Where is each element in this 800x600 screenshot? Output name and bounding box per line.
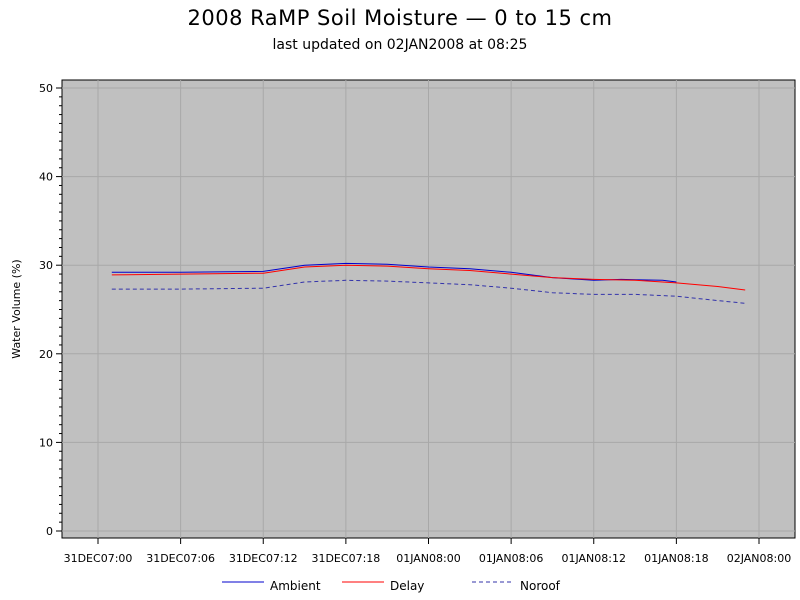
- x-tick-label: 31DEC07:12: [229, 552, 298, 565]
- legend: Ambient Delay Noroof: [222, 579, 561, 593]
- y-tick-label: 0: [46, 525, 53, 538]
- y-tick-label: 10: [39, 436, 53, 449]
- chart-subtitle: last updated on 02JAN2008 at 08:25: [272, 37, 528, 53]
- legend-label: Noroof: [520, 579, 561, 593]
- axes: 0 10 20 30 40 50 31DEC07:00 31DEC07:06 31DEC07:1…: [39, 82, 791, 565]
- y-tick-label: 50: [39, 82, 53, 95]
- chart-title: 2008 RaMP Soil Moisture — 0 to 15 cm: [187, 6, 613, 30]
- series-line-noroof: [111, 279, 746, 304]
- x-tick-label: 01JAN08:18: [644, 552, 709, 565]
- legend-label: Ambient: [270, 579, 321, 593]
- legend-label: Delay: [390, 579, 424, 593]
- x-tick-label: 31DEC07:18: [311, 552, 380, 565]
- x-tick-label: 02JAN08:00: [727, 552, 792, 565]
- y-axis-title: Water Volume (%): [10, 259, 23, 358]
- series-line-delay: [111, 264, 746, 291]
- y-tick-label: 40: [39, 171, 53, 184]
- series-layer: [111, 262, 746, 304]
- x-tick-label: 01JAN08:06: [479, 552, 544, 565]
- x-tick-label: 31DEC07:00: [64, 552, 133, 565]
- grid: [62, 80, 795, 538]
- x-tick-label: 01JAN08:00: [396, 552, 461, 565]
- x-tick-label: 31DEC07:06: [146, 552, 215, 565]
- y-tick-label: 20: [39, 348, 53, 361]
- x-tick-label: 01JAN08:12: [561, 552, 626, 565]
- y-tick-label: 30: [39, 259, 53, 272]
